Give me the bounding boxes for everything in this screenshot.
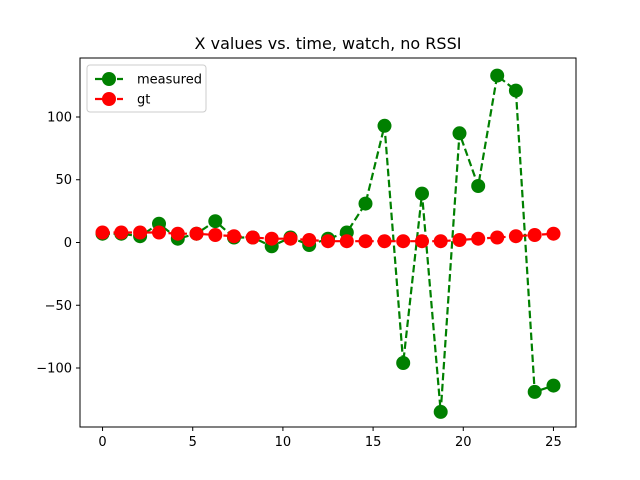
data-point-gt <box>471 231 486 246</box>
x-tick-label: 0 <box>98 435 106 450</box>
data-point-gt <box>452 233 467 247</box>
data-point-gt <box>508 229 523 244</box>
x-tick-label: 20 <box>455 435 472 450</box>
data-point-gt <box>114 225 129 240</box>
data-point-measured <box>452 126 467 141</box>
data-point-measured <box>546 378 561 393</box>
chart-title: X values vs. time, watch, no RSSI <box>195 34 462 53</box>
data-point-gt <box>133 225 148 240</box>
data-point-gt <box>208 228 223 242</box>
x-tick-label: 5 <box>189 435 197 450</box>
data-point-gt <box>415 234 429 249</box>
data-point-gt <box>95 225 110 240</box>
data-point-measured <box>358 196 373 211</box>
y-tick-label: 0 <box>64 236 72 251</box>
data-point-gt <box>546 226 561 241</box>
plot-area <box>79 57 577 428</box>
data-point-measured <box>490 68 505 83</box>
data-point-gt <box>283 231 298 246</box>
legend-label-measured: measured <box>137 73 202 88</box>
data-point-gt <box>527 228 542 242</box>
legend-marker-measured <box>102 72 116 86</box>
y-tick-label: 50 <box>55 173 72 188</box>
data-point-gt <box>302 233 317 247</box>
data-point-gt <box>490 230 505 245</box>
data-point-gt <box>396 234 411 249</box>
data-point-gt <box>189 226 204 241</box>
data-point-measured <box>377 118 392 133</box>
data-point-gt <box>339 234 354 249</box>
series-group <box>95 68 561 419</box>
data-point-measured <box>415 186 429 201</box>
x-tick-label: 25 <box>545 435 562 450</box>
y-tick-label: −50 <box>45 299 72 314</box>
legend: measured gt <box>86 64 207 113</box>
data-point-gt <box>245 230 260 245</box>
legend-box <box>86 64 207 113</box>
data-point-measured <box>527 384 542 399</box>
data-point-gt <box>433 234 448 249</box>
data-point-measured <box>471 179 486 193</box>
data-point-gt <box>377 234 392 249</box>
legend-marker-gt <box>102 92 116 106</box>
x-tick-label: 15 <box>365 435 382 450</box>
data-point-measured <box>208 214 223 229</box>
data-point-gt <box>264 231 279 246</box>
data-point-gt <box>358 234 373 249</box>
data-point-gt <box>152 225 166 240</box>
data-point-gt <box>321 234 335 249</box>
y-tick-label: 100 <box>47 110 72 125</box>
x-tick-label: 10 <box>275 435 292 450</box>
data-point-measured <box>433 404 448 419</box>
y-tick-label: −100 <box>36 362 72 377</box>
legend-label-gt: gt <box>137 93 150 108</box>
data-point-measured <box>508 83 523 98</box>
data-point-gt <box>227 229 241 244</box>
axis-ticks: 0 5 10 15 20 25 −100 −50 0 50 100 <box>36 110 561 450</box>
data-point-measured <box>396 356 411 370</box>
data-point-gt <box>170 226 185 241</box>
